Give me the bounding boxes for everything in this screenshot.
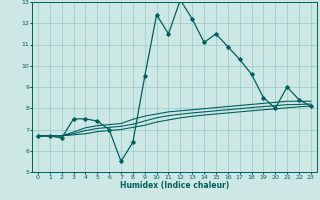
X-axis label: Humidex (Indice chaleur): Humidex (Indice chaleur) [120,181,229,190]
